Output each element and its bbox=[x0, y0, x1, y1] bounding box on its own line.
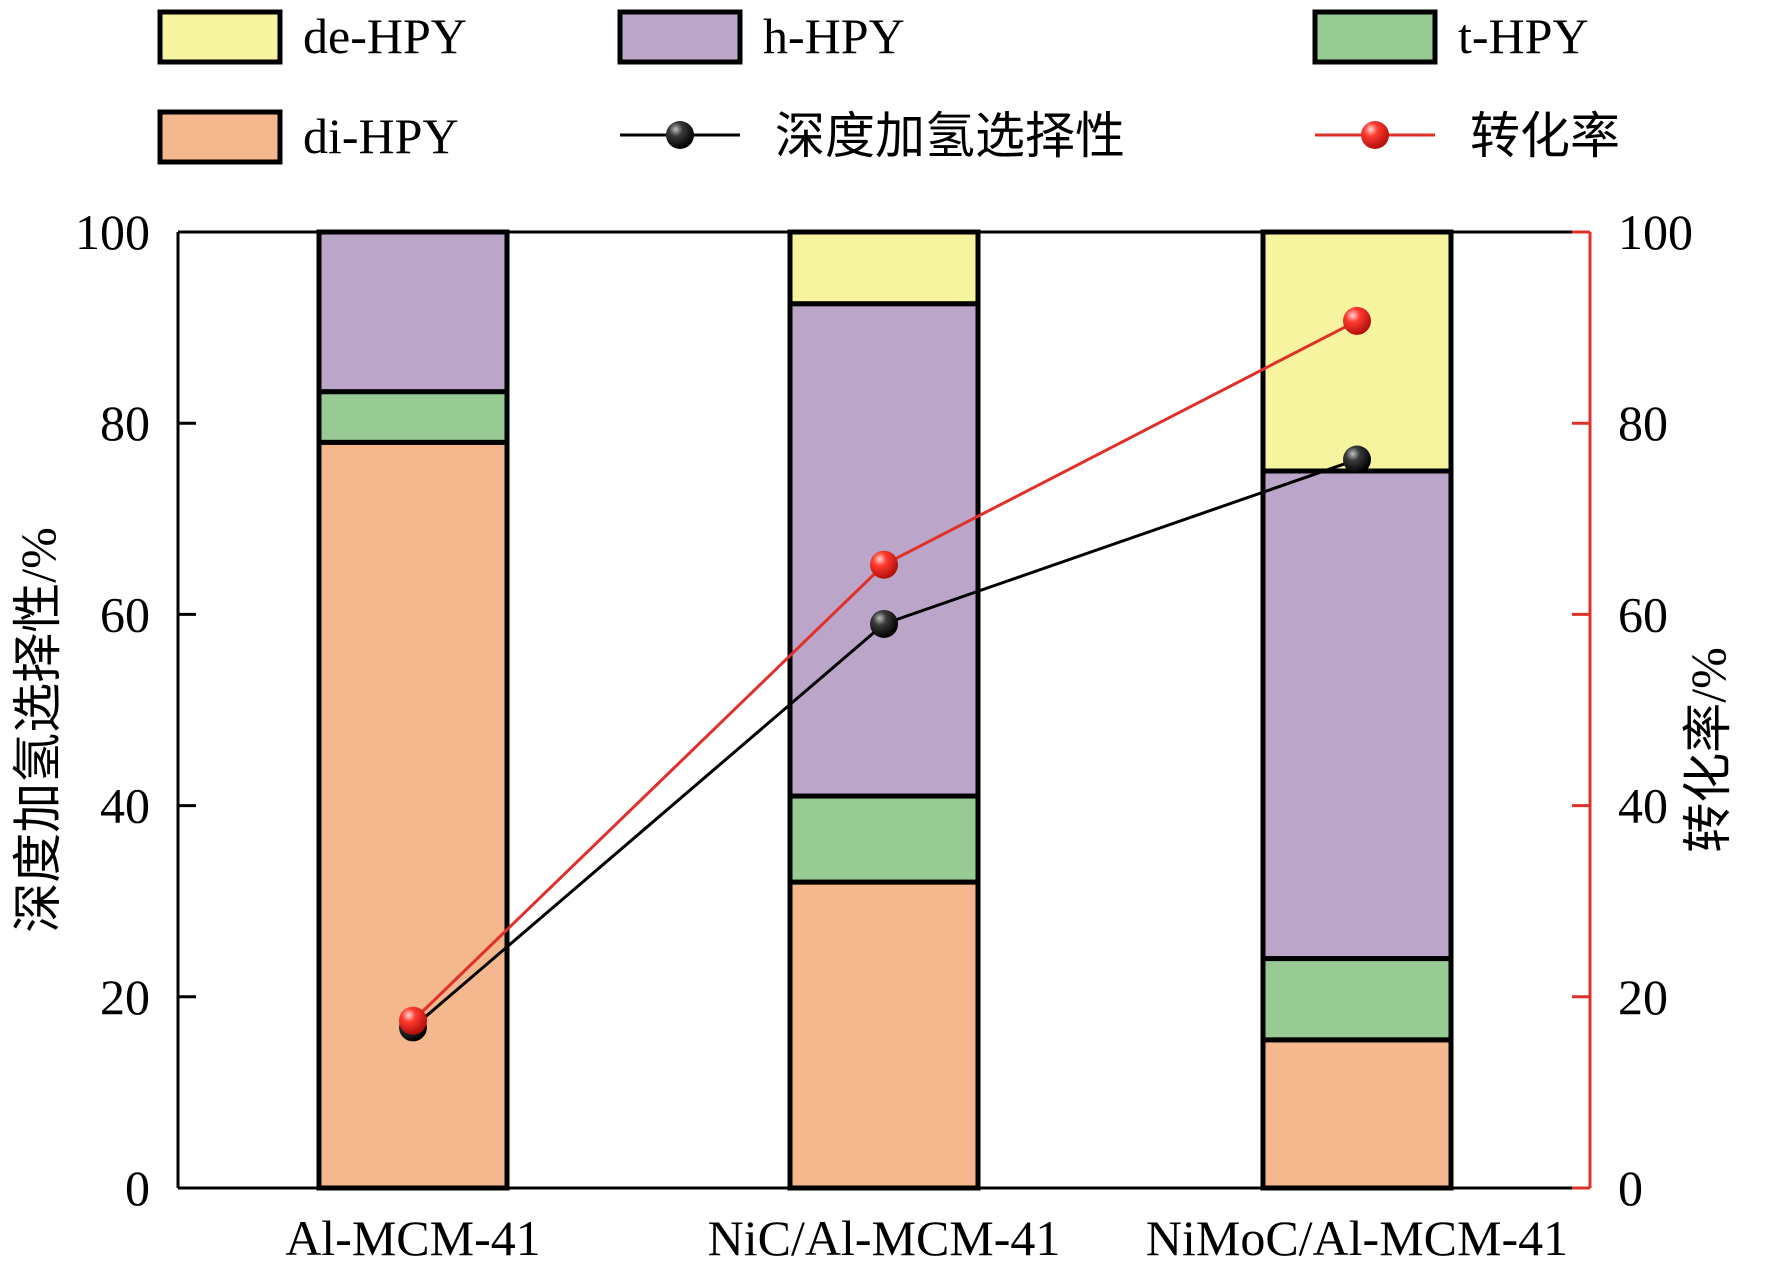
legend-label-t-HPY: t-HPY bbox=[1458, 8, 1589, 64]
point-深度加氢选择性-NiC/Al-MCM-41 bbox=[870, 609, 898, 638]
legend-label-de-HPY: de-HPY bbox=[303, 8, 467, 64]
bar-t-HPY-Al-MCM-41 bbox=[316, 389, 510, 445]
x-tick-label: Al-MCM-41 bbox=[285, 1210, 541, 1266]
y2-tick-label: 60 bbox=[1618, 586, 1668, 642]
bar-de-HPY-NiC/Al-MCM-41 bbox=[787, 229, 981, 307]
y-tick-label: 20 bbox=[100, 969, 150, 1025]
legend-marker-深度加氢选择性 bbox=[666, 121, 694, 149]
bar-h-HPY-NiMoC/Al-MCM-41 bbox=[1260, 468, 1454, 962]
bar-de-HPY-NiMoC/Al-MCM-41 bbox=[1260, 229, 1454, 474]
bar-di-HPY-NiMoC/Al-MCM-41 bbox=[1260, 1037, 1454, 1191]
legend-label-h-HPY: h-HPY bbox=[763, 8, 905, 64]
y2-axis-title: 转化率/% bbox=[1680, 647, 1736, 853]
y2-tick-label: 80 bbox=[1618, 395, 1668, 451]
bar-h-HPY-Al-MCM-41 bbox=[316, 229, 510, 395]
y-tick-label: 0 bbox=[125, 1160, 150, 1216]
y-tick-label: 60 bbox=[100, 586, 150, 642]
bar-h-HPY-NiC/Al-MCM-41 bbox=[787, 301, 981, 799]
x-tick-label: NiMoC/Al-MCM-41 bbox=[1146, 1210, 1568, 1266]
legend-marker-转化率 bbox=[1361, 121, 1389, 149]
y-tick-label: 40 bbox=[100, 778, 150, 834]
point-转化率-NiC/Al-MCM-41 bbox=[870, 550, 898, 579]
y-axis-title: 深度加氢选择性/% bbox=[10, 527, 66, 933]
y2-tick-label: 20 bbox=[1618, 969, 1668, 1025]
legend-swatch-de-HPY bbox=[157, 9, 283, 65]
legend-swatch-di-HPY bbox=[157, 109, 283, 165]
y-tick-label: 80 bbox=[100, 395, 150, 451]
legend-label-di-HPY: di-HPY bbox=[303, 108, 459, 164]
y-tick-label: 100 bbox=[75, 204, 150, 260]
point-转化率-Al-MCM-41 bbox=[399, 1006, 427, 1035]
x-tick-label: NiC/Al-MCM-41 bbox=[708, 1210, 1061, 1266]
bar-di-HPY-NiC/Al-MCM-41 bbox=[787, 879, 981, 1191]
point-深度加氢选择性-NiMoC/Al-MCM-41 bbox=[1343, 445, 1371, 474]
legend-swatch-h-HPY bbox=[617, 9, 743, 65]
bar-t-HPY-NiMoC/Al-MCM-41 bbox=[1260, 956, 1454, 1043]
y2-tick-label: 100 bbox=[1618, 204, 1693, 260]
y2-tick-label: 40 bbox=[1618, 778, 1668, 834]
legend-label-转化率: 转化率 bbox=[1470, 108, 1620, 164]
legend-swatch-t-HPY bbox=[1312, 9, 1438, 65]
point-转化率-NiMoC/Al-MCM-41 bbox=[1343, 306, 1371, 335]
bar-di-HPY-Al-MCM-41 bbox=[316, 439, 510, 1191]
bar-t-HPY-NiC/Al-MCM-41 bbox=[787, 793, 981, 885]
legend-label-深度加氢选择性: 深度加氢选择性 bbox=[775, 108, 1125, 164]
y2-tick-label: 0 bbox=[1618, 1160, 1643, 1216]
